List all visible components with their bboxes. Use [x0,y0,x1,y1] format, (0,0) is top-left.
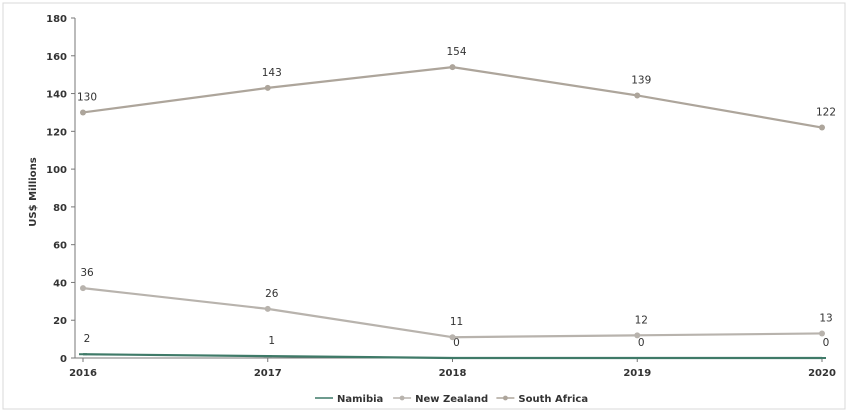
data-label: 122 [816,107,836,119]
data-point [634,332,641,339]
data-label: 11 [450,316,463,328]
x-tick-label: 2020 [808,368,836,379]
y-tick-label: 180 [46,14,67,25]
legend-label: Namibia [337,394,383,405]
data-label: 0 [823,337,830,349]
data-point [819,124,825,131]
data-point [80,285,86,292]
legend-item: South Africa [496,394,588,405]
y-tick-label: 80 [53,203,67,214]
x-tick-label: 2017 [254,368,282,379]
legend-marker [503,395,508,401]
legend-marker [399,395,405,401]
data-label: 26 [265,288,279,300]
y-tick-label: 20 [53,316,67,327]
series-layer: 2 1 0 0 0 36 26 11 12 13 130 143 154 139 122 [77,46,836,360]
y-tick-label: 100 [46,165,67,176]
x-tick-label: 2016 [69,368,97,379]
y-tick-label: 40 [53,278,67,289]
data-point [80,109,86,116]
data-point [634,92,641,99]
y-tick-label: 120 [46,127,67,138]
y-tick-label: 140 [46,90,67,101]
y-tick-label: 160 [46,52,67,63]
data-label: 2 [84,333,91,345]
chart-border [2,2,846,410]
data-point [449,334,456,341]
x-tick-label: 2018 [439,368,467,379]
y-tick-label: 0 [60,354,67,365]
data-label: 143 [262,67,282,79]
legend-item: New Zealand [393,394,488,405]
data-label: 139 [631,74,651,86]
data-point [264,84,271,91]
data-label: 36 [80,267,94,279]
data-label: 13 [819,312,832,324]
data-label: 130 [77,91,97,103]
y-axis-label: US$ Millions [28,157,39,226]
series-south-africa: 130 143 154 139 122 [77,46,836,131]
data-label: 154 [446,46,466,58]
x-tick-label: 2019 [623,368,651,379]
data-label: 12 [635,314,648,326]
legend-item: Namibia [315,394,383,405]
legend: Namibia New Zealand South Africa [315,394,588,405]
data-point [819,330,825,337]
y-tick-labels: 0 20 40 60 80 100 120 140 160 180 [46,14,75,365]
legend-label: New Zealand [415,394,488,405]
data-label: 0 [638,337,645,349]
series-namibia: 2 1 0 0 0 [79,333,830,360]
data-label: 0 [453,337,460,349]
series-new-zealand: 36 26 11 12 13 [80,267,833,341]
legend-label: South Africa [518,394,588,405]
y-tick-label: 60 [53,241,67,252]
data-point [264,305,271,312]
data-label: 1 [268,335,275,347]
data-point [449,64,456,71]
